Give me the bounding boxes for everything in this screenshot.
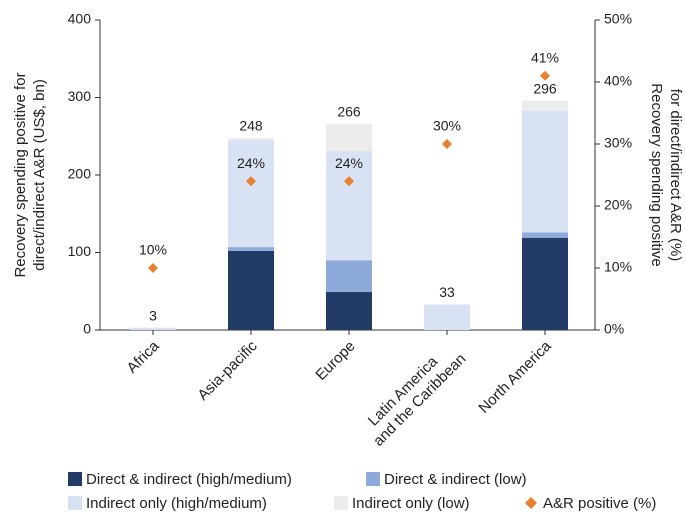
y2-tick-label: 50% — [604, 11, 632, 27]
bar — [326, 150, 372, 261]
total-label: 296 — [533, 80, 557, 96]
bar — [424, 304, 470, 330]
bar — [326, 260, 372, 293]
total-label: 248 — [239, 118, 263, 134]
legend-label: Direct & indirect (high/medium) — [86, 471, 292, 488]
legend-label: Indirect only (low) — [352, 495, 470, 512]
y2-axis-title: for direct/indirect A&R (%) — [667, 89, 684, 262]
y2-tick-label: 10% — [604, 259, 632, 275]
bar — [228, 247, 274, 251]
x-tick-label: Europe — [312, 338, 358, 384]
legend-marker — [525, 497, 537, 509]
diamond-marker — [246, 176, 256, 187]
legend-label: Direct & indirect (low) — [384, 471, 527, 488]
bar — [522, 237, 568, 330]
y-axis-title: direct/indirect A&R (US$, bn) — [31, 79, 48, 271]
data-label: 41% — [531, 50, 559, 66]
diamond-marker — [442, 139, 452, 149]
total-label: 3 — [149, 307, 157, 323]
diamond-marker — [344, 176, 354, 187]
x-tick-label: Asia-pacific — [194, 337, 261, 404]
bar — [326, 292, 372, 330]
y-tick-label: 400 — [68, 11, 92, 27]
legend-swatch — [334, 496, 348, 510]
data-label: 24% — [237, 155, 265, 171]
legend-swatch — [366, 472, 380, 486]
y2-tick-label: 0% — [604, 321, 624, 337]
y2-tick-label: 20% — [604, 197, 632, 213]
legend-label: Indirect only (high/medium) — [86, 495, 267, 512]
bar — [228, 140, 274, 248]
y-tick-label: 0 — [83, 321, 91, 337]
bar — [228, 137, 274, 141]
y-tick-label: 200 — [68, 166, 92, 182]
y-tick-label: 300 — [68, 88, 92, 104]
y2-tick-label: 40% — [604, 73, 632, 89]
y2-axis-title: Recovery spending positive — [648, 83, 665, 266]
x-tick-label: North America — [475, 337, 555, 417]
bar — [130, 327, 176, 330]
y2-tick-label: 30% — [604, 135, 632, 151]
legend-label: A&R positive (%) — [543, 495, 656, 512]
legend-swatch — [68, 496, 82, 510]
y-axis-title: Recovery spending positive for — [12, 72, 29, 277]
diamond-marker — [540, 70, 550, 81]
legend-swatch — [68, 472, 82, 486]
bar — [522, 232, 568, 238]
bar — [326, 123, 372, 151]
data-label: 24% — [335, 155, 363, 171]
data-label: 10% — [139, 242, 167, 258]
y-tick-label: 100 — [68, 243, 92, 259]
bar — [228, 250, 274, 330]
x-tick-label: Latin Americaand the Caribbean — [357, 338, 469, 450]
total-label: 33 — [439, 284, 455, 300]
bar — [522, 100, 568, 111]
data-label: 30% — [433, 118, 461, 134]
total-label: 266 — [337, 104, 361, 120]
bar — [522, 110, 568, 233]
x-tick-label: Africa — [124, 337, 164, 377]
diamond-marker — [148, 263, 158, 273]
